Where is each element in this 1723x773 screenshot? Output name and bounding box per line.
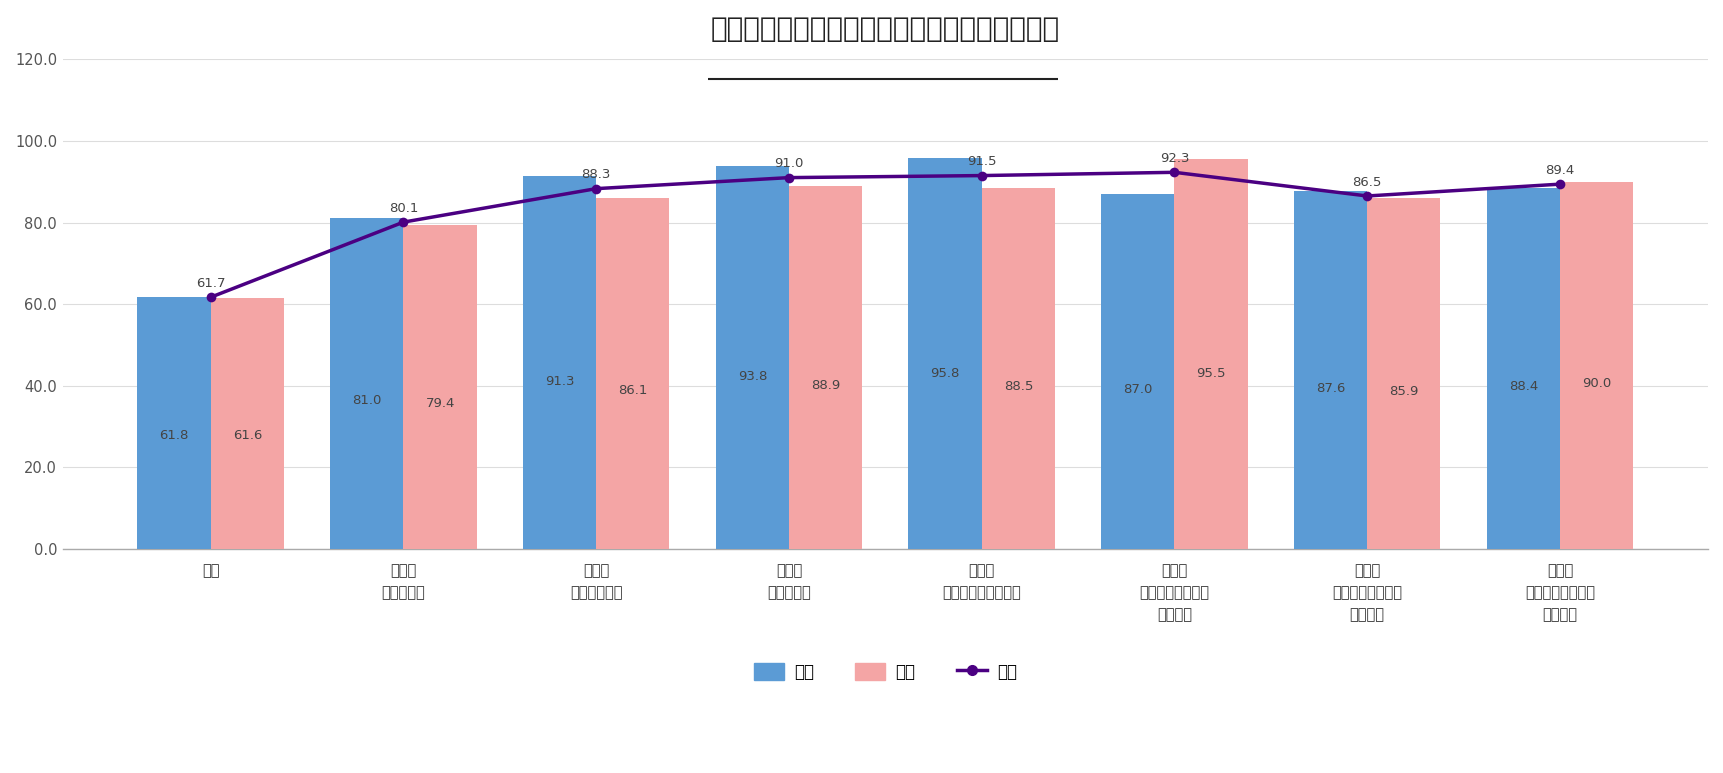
Bar (1294, 192, 1368, 549)
Text: 80.1: 80.1 (389, 202, 419, 215)
Bar (403, 225, 477, 549)
Text: 92.3: 92.3 (1160, 152, 1189, 165)
Text: 87.6: 87.6 (1316, 382, 1346, 395)
Text: 95.5: 95.5 (1196, 367, 1225, 380)
Title: ライフステージ別　生命保険の加入状況（％）: ライフステージ別 生命保険の加入状況（％） (712, 15, 1060, 43)
Text: 87.0: 87.0 (1123, 383, 1153, 396)
Text: 91.3: 91.3 (544, 375, 574, 388)
Bar (596, 198, 670, 549)
Bar (1559, 182, 1633, 549)
Bar (908, 158, 982, 549)
Bar (1368, 199, 1440, 549)
Text: 88.4: 88.4 (1509, 380, 1539, 393)
Bar (138, 297, 210, 549)
Bar (1101, 194, 1175, 549)
Text: 88.5: 88.5 (1005, 380, 1034, 393)
Text: 89.4: 89.4 (1546, 164, 1575, 177)
Text: 81.0: 81.0 (351, 393, 381, 407)
Text: 79.4: 79.4 (426, 397, 455, 410)
Text: 61.6: 61.6 (233, 430, 262, 442)
Bar (1175, 159, 1247, 549)
Text: 90.0: 90.0 (1582, 377, 1611, 390)
Text: 61.7: 61.7 (196, 277, 226, 290)
Text: 86.1: 86.1 (619, 384, 648, 397)
Bar (210, 298, 284, 549)
Text: 61.8: 61.8 (160, 429, 190, 442)
Bar (789, 186, 862, 549)
Text: 88.3: 88.3 (582, 169, 612, 182)
Text: 93.8: 93.8 (737, 370, 767, 383)
Bar (524, 176, 596, 549)
Text: 85.9: 85.9 (1389, 385, 1418, 398)
Bar (715, 166, 789, 549)
Bar (1487, 189, 1559, 549)
Legend: 男性, 女性, 全体: 男性, 女性, 全体 (748, 656, 1023, 688)
Text: 88.9: 88.9 (812, 380, 841, 393)
Text: 86.5: 86.5 (1353, 175, 1382, 189)
Text: 91.5: 91.5 (967, 155, 996, 169)
Text: 91.0: 91.0 (774, 157, 803, 170)
Text: 95.8: 95.8 (930, 366, 960, 380)
Bar (982, 188, 1054, 549)
Bar (331, 219, 403, 549)
